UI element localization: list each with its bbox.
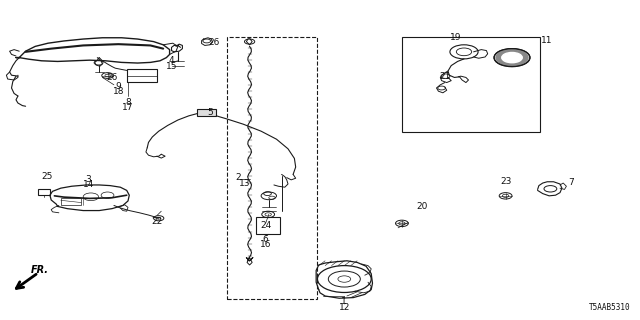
Text: 13: 13 [239,179,250,188]
Bar [38,189,50,195]
Text: 12: 12 [339,303,350,312]
Text: 24: 24 [260,221,271,230]
Text: 14: 14 [83,180,94,189]
Bar [402,37,540,132]
Text: 18: 18 [113,87,124,96]
Text: 20: 20 [417,202,428,211]
Text: 17: 17 [122,103,134,112]
Text: T5AAB5310: T5AAB5310 [589,303,630,312]
Text: 15: 15 [166,62,177,71]
Text: FR.: FR. [31,265,49,275]
Text: 9: 9 [116,82,121,91]
Text: 26: 26 [106,73,118,82]
Text: 1: 1 [342,297,347,306]
Text: 2: 2 [236,173,241,182]
Text: 25: 25 [41,172,52,180]
Text: 16: 16 [260,240,271,249]
Circle shape [502,52,522,63]
Text: 19: 19 [450,33,461,42]
Text: 7: 7 [569,178,574,187]
Bar [227,37,317,299]
Bar [197,109,216,116]
Text: 26: 26 [209,38,220,47]
Text: 3: 3 [86,175,91,184]
Text: 5: 5 [207,108,212,117]
Text: 22: 22 [151,217,163,226]
Text: 21: 21 [439,72,451,81]
Text: 11: 11 [541,36,553,44]
Text: 4: 4 [169,56,174,65]
Bar [256,217,280,234]
Text: 8: 8 [125,98,131,107]
Bar [61,198,81,205]
Bar [127,69,157,82]
Text: 23: 23 [500,177,511,186]
Circle shape [496,50,528,66]
Text: 6: 6 [263,235,268,244]
